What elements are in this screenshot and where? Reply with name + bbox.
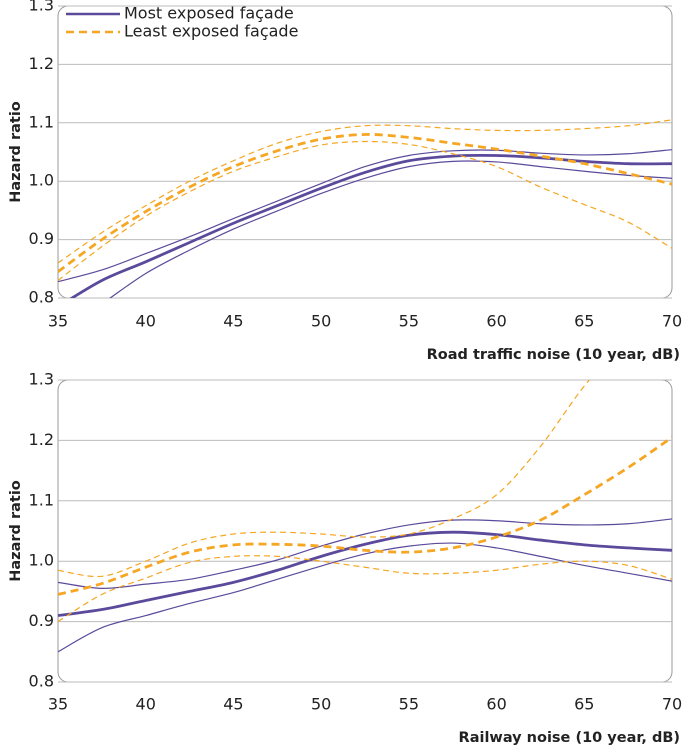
y-tick-label: 1.3 xyxy=(29,0,54,15)
x-tick-label: 60 xyxy=(486,695,506,714)
x-tick-label: 45 xyxy=(223,695,243,714)
plot-lines xyxy=(58,380,672,653)
legend-label: Least exposed façade xyxy=(124,22,298,41)
x-axis-title: Railway noise (10 year, dB) xyxy=(459,730,680,746)
ci-line xyxy=(58,149,672,283)
estimate-line xyxy=(58,530,672,617)
x-tick-label: 70 xyxy=(662,695,682,714)
y-tick-label: 1.0 xyxy=(29,171,54,190)
x-tick-label: 55 xyxy=(399,312,419,331)
y-tick-label: 0.8 xyxy=(29,672,54,691)
x-tick-label: 35 xyxy=(48,312,68,331)
ci-line xyxy=(58,140,672,281)
y-tick-label: 1.3 xyxy=(29,370,54,389)
x-tick-label: 50 xyxy=(311,312,331,331)
y-tick-label: 0.9 xyxy=(29,229,54,248)
legend-label: Most exposed façade xyxy=(124,4,294,23)
y-tick-label: 1.2 xyxy=(29,54,54,73)
y-tick-label: 0.9 xyxy=(29,611,54,630)
x-tick-label: 70 xyxy=(662,312,682,331)
x-tick-label: 65 xyxy=(574,312,594,331)
plot-lines xyxy=(58,119,672,298)
plot-frame xyxy=(57,5,673,299)
ci-line xyxy=(58,380,672,578)
x-tick-label: 55 xyxy=(399,695,419,714)
x-tick-label: 60 xyxy=(486,312,506,331)
x-tick-label: 35 xyxy=(48,695,68,714)
y-tick-label: 1.1 xyxy=(29,112,54,131)
x-tick-label: 50 xyxy=(311,695,331,714)
y-tick-label: 1.2 xyxy=(29,430,54,449)
ci-line xyxy=(58,542,672,653)
x-tick-label: 45 xyxy=(223,312,243,331)
ci-line xyxy=(58,555,672,623)
y-axis-title: Hazard ratio xyxy=(8,101,24,203)
estimate-line xyxy=(58,133,672,273)
y-axis-title: Hazard ratio xyxy=(8,480,24,582)
plot-frame xyxy=(57,379,673,683)
x-tick-label: 65 xyxy=(574,695,594,714)
x-axis-title: Road traffic noise (10 year, dB) xyxy=(427,347,680,363)
y-tick-label: 1.0 xyxy=(29,551,54,570)
y-tick-label: 0.8 xyxy=(29,288,54,307)
x-tick-label: 40 xyxy=(136,312,156,331)
y-tick-label: 1.1 xyxy=(29,490,54,509)
ci-line xyxy=(58,518,672,589)
ci-line xyxy=(58,160,672,298)
ci-line xyxy=(58,119,672,264)
estimate-line xyxy=(58,436,672,596)
x-tick-label: 40 xyxy=(136,695,156,714)
